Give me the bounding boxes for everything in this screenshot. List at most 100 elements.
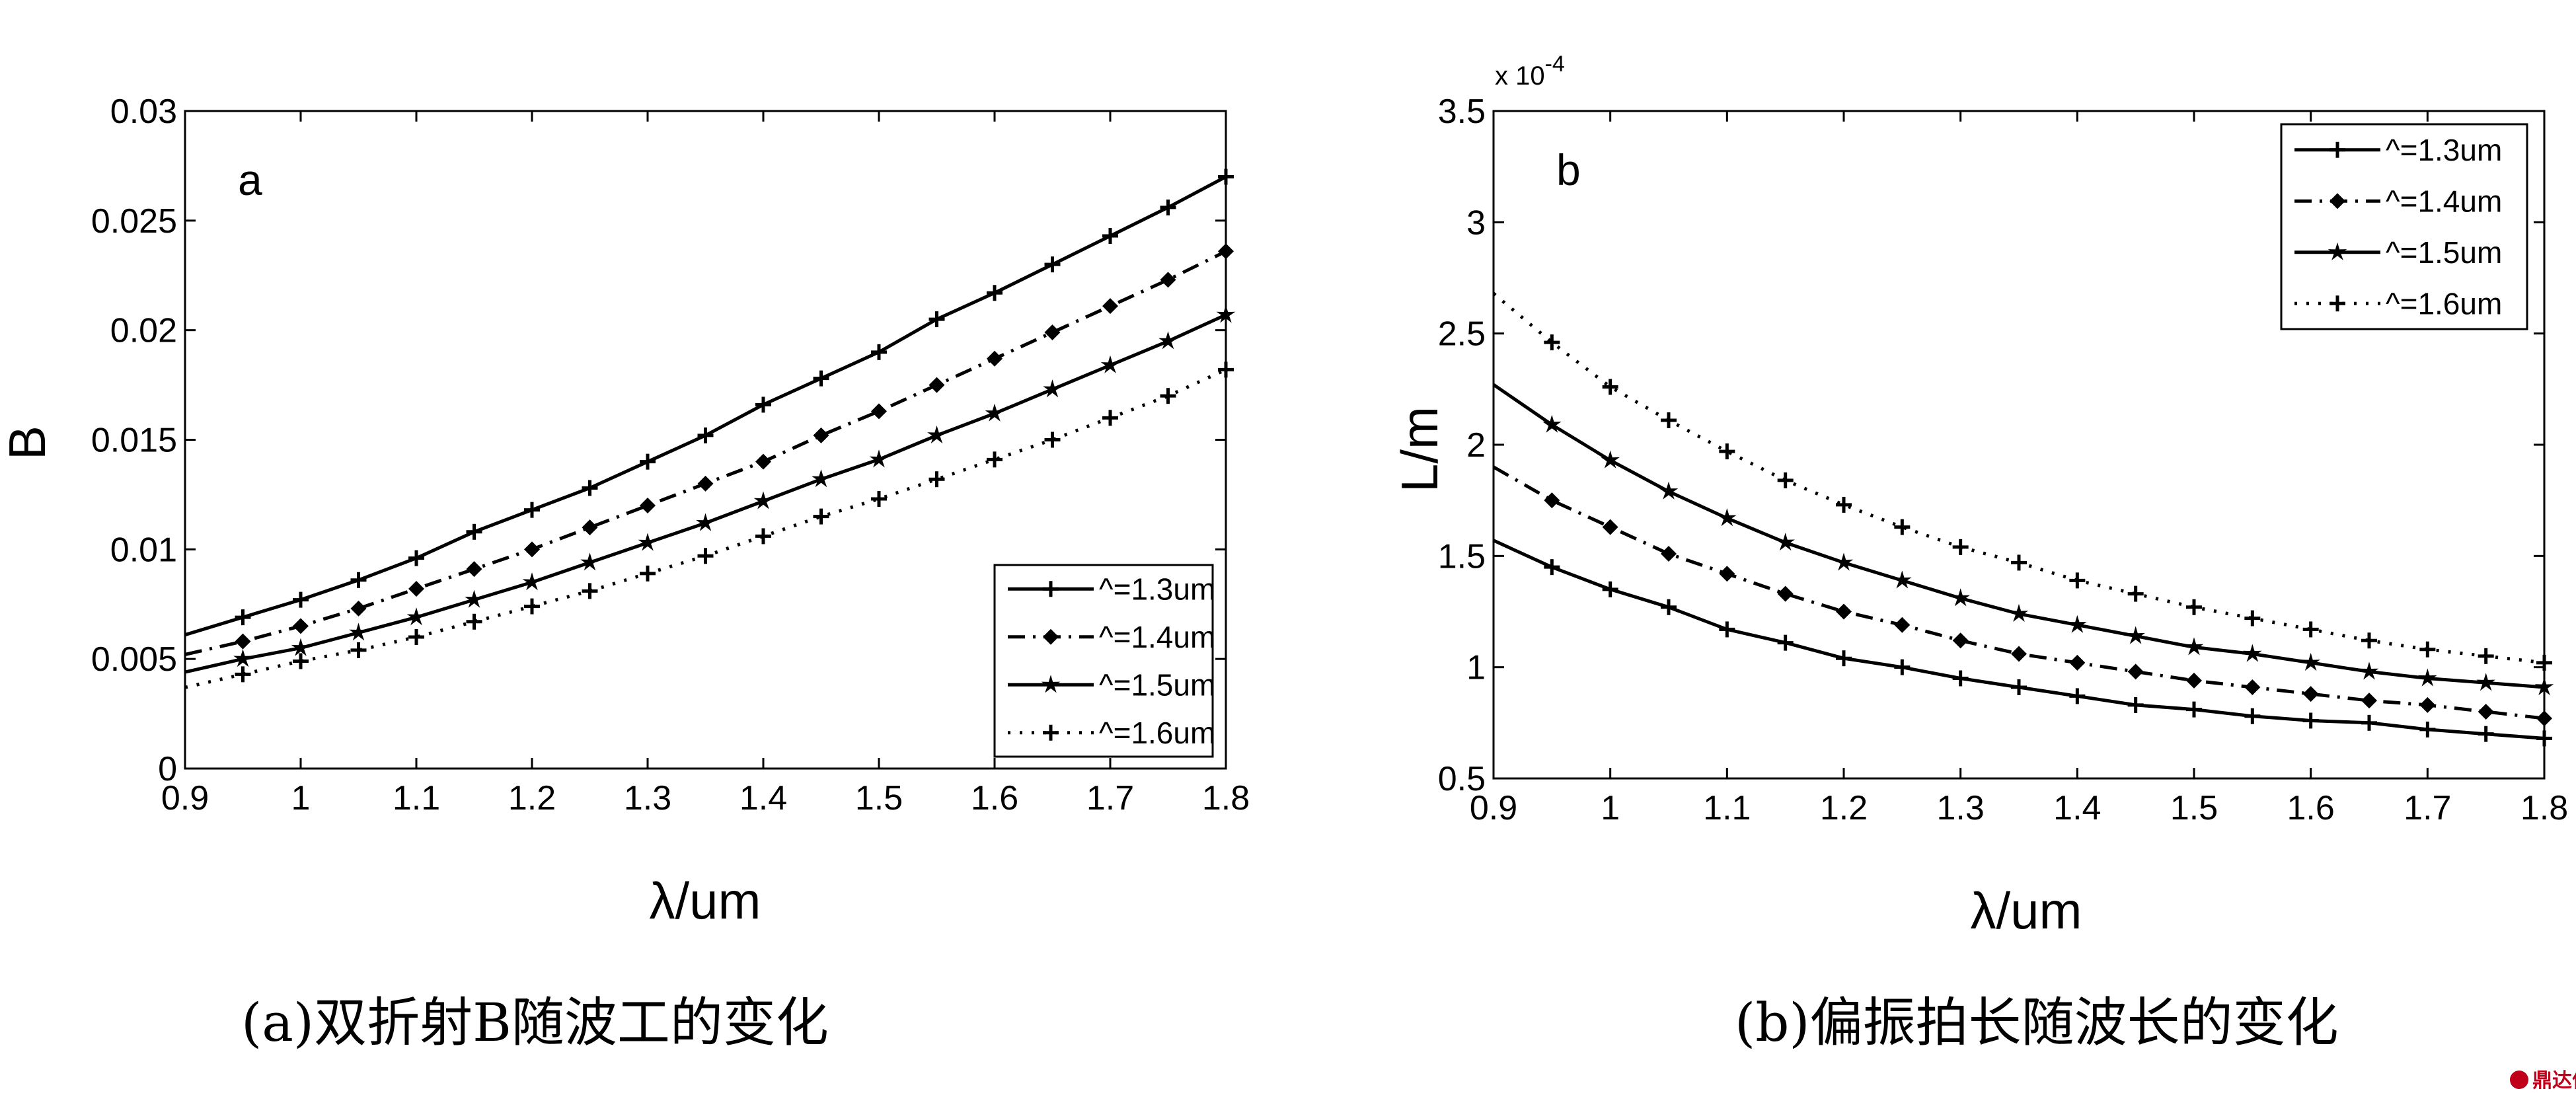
chartA-ytick-label: 0.015 xyxy=(91,422,177,460)
chartA-xtick-label: 1.4 xyxy=(739,779,787,817)
chartA-data-point xyxy=(1102,410,1118,426)
chartB-ytick-label: 1.5 xyxy=(1438,537,1486,576)
chartA-data-point xyxy=(524,598,540,615)
chartB-series-3 xyxy=(1492,383,2554,696)
chartB-ytick-label: 1 xyxy=(1466,649,1486,687)
chartB-data-point xyxy=(1894,519,1911,535)
chartA-data-point xyxy=(1160,388,1176,404)
chartA-xtick-label: 1 xyxy=(291,779,311,817)
chartA-data-point xyxy=(927,425,946,443)
chartB-data-point xyxy=(1661,412,1677,428)
chartB-data-point xyxy=(2478,704,2494,720)
chartA-data-point xyxy=(408,550,424,566)
chartB-data-point xyxy=(1601,450,1620,469)
chartB-xtick-label: 1.8 xyxy=(2520,789,2568,827)
chartA-legend-marker xyxy=(1043,628,1059,645)
chartB-legend-box xyxy=(2280,123,2528,330)
chartA-data-point xyxy=(291,638,311,656)
chart-b-caption: (b)偏振拍长随波长的变化 xyxy=(1735,992,2339,1053)
chartB-legend-marker xyxy=(2328,242,2347,260)
chartA-data-point xyxy=(812,469,831,488)
chartA-data-point xyxy=(1043,379,1062,398)
chartB-data-point xyxy=(2186,599,2202,615)
chartA-legend-box xyxy=(993,564,1214,758)
chartB-ytick-label: 3 xyxy=(1466,204,1486,242)
chartB-data-point xyxy=(1542,414,1562,433)
chartA-legend-label: ^=1.5um xyxy=(1099,667,1215,702)
chartB-data-point xyxy=(2302,621,2319,638)
chartB-data-point xyxy=(1544,492,1560,509)
chartA-xtick-label: 1.6 xyxy=(971,779,1018,817)
chartB-data-point xyxy=(2419,641,2436,658)
chartB-data-point xyxy=(1952,539,1969,555)
chartA-data-point xyxy=(1160,199,1176,215)
chartB-data-point xyxy=(2068,615,2087,633)
chartB-data-point xyxy=(2127,663,2144,680)
chartA-data-point xyxy=(1216,305,1236,323)
chartB-legend-label: ^=1.5um xyxy=(2386,235,2502,270)
chartA-xtick-label: 0.9 xyxy=(161,779,209,817)
chartA-legend-marker xyxy=(1043,581,1059,597)
chartA-legend-marker xyxy=(1041,675,1061,693)
chartA-data-point xyxy=(235,609,251,626)
chartA-data-point xyxy=(1044,324,1061,340)
chartA-data-point xyxy=(928,471,945,488)
chart-a-panel-label: a xyxy=(238,155,262,204)
chart-b-multiplier-exp: -4 xyxy=(1545,52,1565,77)
chartA-data-point xyxy=(871,491,887,508)
chartA-data-point xyxy=(1102,298,1118,315)
chartA-ytick-label: 0.025 xyxy=(91,202,177,241)
chart-b-multiplier: x 10-4 xyxy=(1495,52,1565,91)
chartB-data-point xyxy=(1836,603,1852,620)
watermark-logo-icon xyxy=(2510,1071,2528,1089)
chartB-data-point xyxy=(1544,559,1560,576)
chartA-xtick-label: 1.3 xyxy=(624,779,671,817)
chartB-legend-marker xyxy=(2330,193,2345,209)
chartB-data-point xyxy=(2244,708,2261,724)
chartB-data-point xyxy=(2361,632,2377,649)
chartA-data-point xyxy=(640,565,656,582)
chartA-series-2 xyxy=(184,243,1234,656)
chartB-xtick-label: 1.1 xyxy=(1703,789,1751,827)
chartA-data-point xyxy=(640,453,656,470)
chartB-series-4 xyxy=(1492,292,2552,671)
chartB-data-point xyxy=(2301,652,2320,671)
chartB-xtick-label: 1.7 xyxy=(2404,789,2451,827)
chartA-data-point xyxy=(350,600,367,617)
chartB-data-point xyxy=(2127,697,2144,713)
chartA-data-point xyxy=(985,403,1004,422)
chartA-data-point xyxy=(871,344,887,360)
chartB-data-point xyxy=(2011,679,2027,695)
chartA-ytick-label: 0.01 xyxy=(110,531,177,569)
chartA-ytick-label: 0 xyxy=(158,750,177,788)
chartA-data-point xyxy=(928,377,945,393)
chartA-data-point xyxy=(696,513,715,531)
chartB-data-point xyxy=(2418,668,2437,687)
chartB-series-2 xyxy=(1492,465,2552,727)
chartB-data-point xyxy=(2476,673,2495,691)
chartA-data-point xyxy=(813,370,829,387)
watermark: 鼎达信 xyxy=(2510,1070,2576,1092)
chartA-data-point xyxy=(1044,432,1061,448)
chartB-data-point xyxy=(1602,519,1618,535)
chartB-data-point xyxy=(1776,533,1795,551)
chartB-data-point xyxy=(2302,686,2319,702)
chartB-data-point xyxy=(2359,661,2379,680)
chartA-data-point xyxy=(697,475,714,492)
chartA-legend-label: ^=1.3um xyxy=(1099,572,1215,606)
chartA-data-point xyxy=(1218,243,1234,260)
chartB-data-point xyxy=(2302,712,2319,729)
chartA-data-point xyxy=(466,613,482,630)
chartA-data-point xyxy=(235,633,251,650)
chartA-data-point xyxy=(582,519,598,536)
chart-a-xlabel: λ/um xyxy=(649,872,761,930)
chartA-series-4 xyxy=(184,361,1234,689)
chartB-legend-label: ^=1.4um xyxy=(2386,184,2502,218)
chartA-series-3 xyxy=(184,305,1236,674)
chartA-data-point xyxy=(235,666,251,683)
chartA-data-point xyxy=(466,561,482,578)
chartB-legend-label: ^=1.6um xyxy=(2386,286,2502,320)
chartB-xtick-label: 1 xyxy=(1601,789,1620,827)
chartA-data-point xyxy=(522,572,542,591)
